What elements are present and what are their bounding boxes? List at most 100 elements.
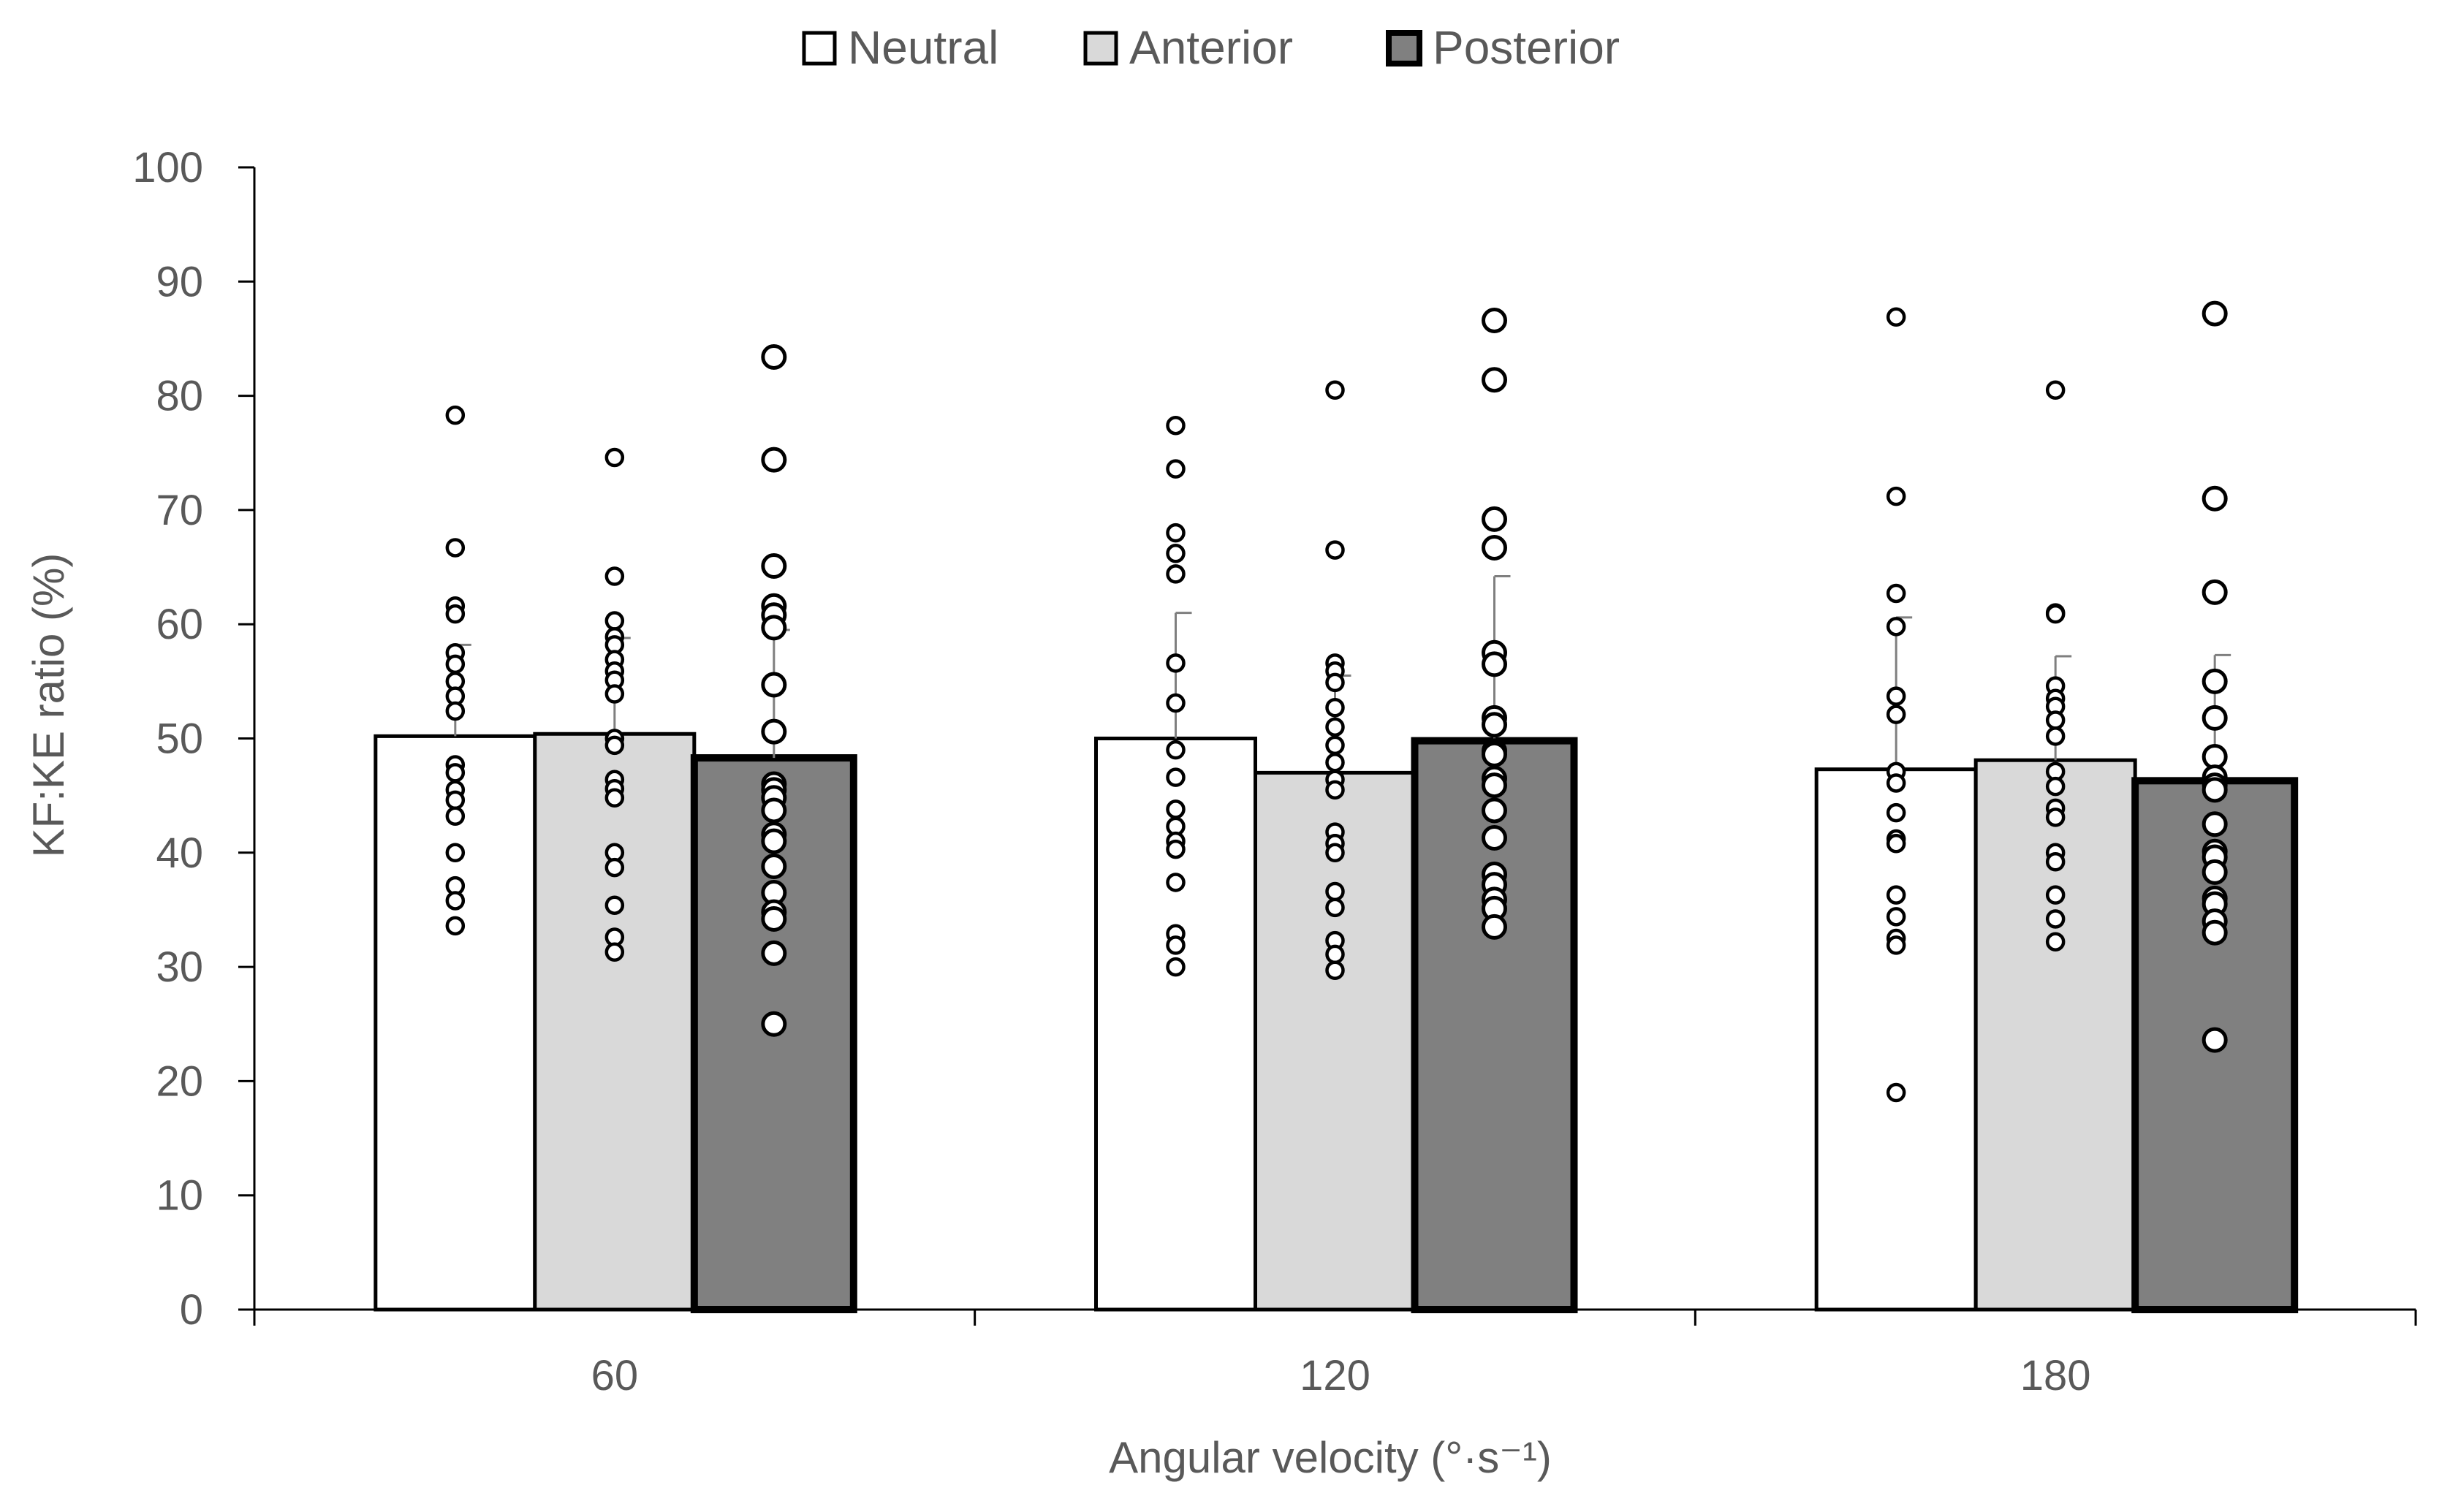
- data-point: [604, 566, 625, 586]
- bars-layer: [373, 732, 2299, 1314]
- bar-neutral-180: [1814, 767, 1978, 1312]
- data-point: [1886, 935, 1906, 955]
- data-point: [1325, 944, 1345, 965]
- data-point: [761, 797, 787, 824]
- legend-label: Anterior: [1129, 21, 1293, 74]
- data-point: [1482, 307, 1507, 333]
- data-point: [1325, 881, 1345, 902]
- data-point: [2045, 710, 2066, 730]
- legend-swatch: [1386, 30, 1422, 67]
- data-point: [1166, 767, 1186, 787]
- data-point: [445, 806, 466, 827]
- data-point: [2045, 726, 2066, 746]
- data-point: [761, 718, 787, 745]
- data-point: [2202, 777, 2228, 803]
- data-point: [1166, 523, 1186, 543]
- legend-swatch: [1083, 31, 1118, 66]
- legend: Neutral Anterior Posterior: [802, 21, 1620, 74]
- legend-label: Posterior: [1433, 21, 1620, 74]
- data-point: [1886, 834, 1906, 854]
- data-point: [2045, 909, 2066, 929]
- data-point: [445, 405, 466, 425]
- data-point: [761, 854, 787, 880]
- data-point: [2202, 485, 2228, 512]
- data-point: [1166, 653, 1186, 673]
- data-point: [2202, 811, 2228, 837]
- data-point: [604, 895, 625, 915]
- y-tick-label: 80: [156, 373, 203, 420]
- data-point: [761, 905, 787, 932]
- data-point: [1325, 780, 1345, 800]
- data-point: [1886, 907, 1906, 927]
- x-tick-label: 60: [591, 1352, 639, 1399]
- data-point: [2202, 859, 2228, 885]
- data-point: [1166, 693, 1186, 713]
- data-point: [761, 672, 787, 698]
- legend-item-anterior: Anterior: [1083, 21, 1293, 74]
- data-point: [761, 615, 787, 641]
- legend-label: Neutral: [848, 21, 998, 74]
- data-point: [1166, 873, 1186, 892]
- data-point: [1482, 506, 1507, 532]
- y-tick-label: 100: [132, 144, 203, 191]
- x-tick-label: 180: [2020, 1352, 2091, 1399]
- y-tick-label: 50: [156, 715, 203, 763]
- data-point: [1886, 1082, 1906, 1103]
- data-point: [1886, 885, 1906, 905]
- data-point: [2045, 380, 2066, 400]
- data-point: [1482, 651, 1507, 677]
- data-point: [2045, 808, 2066, 827]
- y-tick-label: 10: [156, 1172, 203, 1220]
- y-tick-label: 30: [156, 943, 203, 991]
- data-point: [2045, 604, 2066, 624]
- points-layer: [445, 300, 2228, 1103]
- legend-item-posterior: Posterior: [1386, 21, 1620, 74]
- data-point: [761, 343, 787, 370]
- data-point: [2202, 704, 2228, 731]
- x-tick-label: 120: [1300, 1352, 1370, 1399]
- data-point: [1166, 415, 1186, 436]
- data-point: [1482, 772, 1507, 799]
- data-point: [2045, 932, 2066, 951]
- data-point: [2202, 1027, 2228, 1053]
- data-point: [2202, 579, 2228, 605]
- data-point: [445, 701, 466, 721]
- data-point: [445, 843, 466, 863]
- y-tick-label: 70: [156, 487, 203, 534]
- data-point: [445, 790, 466, 810]
- data-point: [1886, 686, 1906, 706]
- data-point: [2202, 744, 2228, 770]
- bar-anterior-180: [1973, 758, 2137, 1312]
- data-point: [2045, 852, 2066, 872]
- bar-neutral-60: [373, 734, 537, 1312]
- data-point: [1482, 913, 1507, 940]
- data-point: [1166, 839, 1186, 859]
- y-tick-label: 0: [180, 1286, 203, 1334]
- data-point: [2202, 668, 2228, 694]
- data-point: [1325, 717, 1345, 737]
- data-point: [761, 552, 787, 579]
- data-point: [1482, 712, 1507, 738]
- data-point: [1166, 459, 1186, 479]
- data-point: [604, 735, 625, 756]
- data-point: [1325, 540, 1345, 560]
- data-point: [445, 604, 466, 624]
- data-point: [1166, 935, 1186, 955]
- axes: 0 10 20 30 40 50 60 70 80 90 100: [132, 144, 2417, 1334]
- data-point: [2045, 885, 2066, 905]
- data-point: [1166, 957, 1186, 977]
- y-tick-label: 60: [156, 601, 203, 648]
- data-point: [1325, 843, 1345, 863]
- data-point: [1325, 960, 1345, 981]
- y-axis-label: KF:KE ratio (%): [24, 553, 73, 858]
- data-point: [761, 828, 787, 854]
- data-point: [1166, 564, 1186, 584]
- y-tick-label: 20: [156, 1057, 203, 1105]
- y-tick-label: 40: [156, 829, 203, 877]
- data-point: [445, 916, 466, 936]
- data-point: [1886, 486, 1906, 506]
- legend-item-neutral: Neutral: [802, 21, 998, 74]
- data-point: [1482, 797, 1507, 824]
- data-point: [604, 857, 625, 878]
